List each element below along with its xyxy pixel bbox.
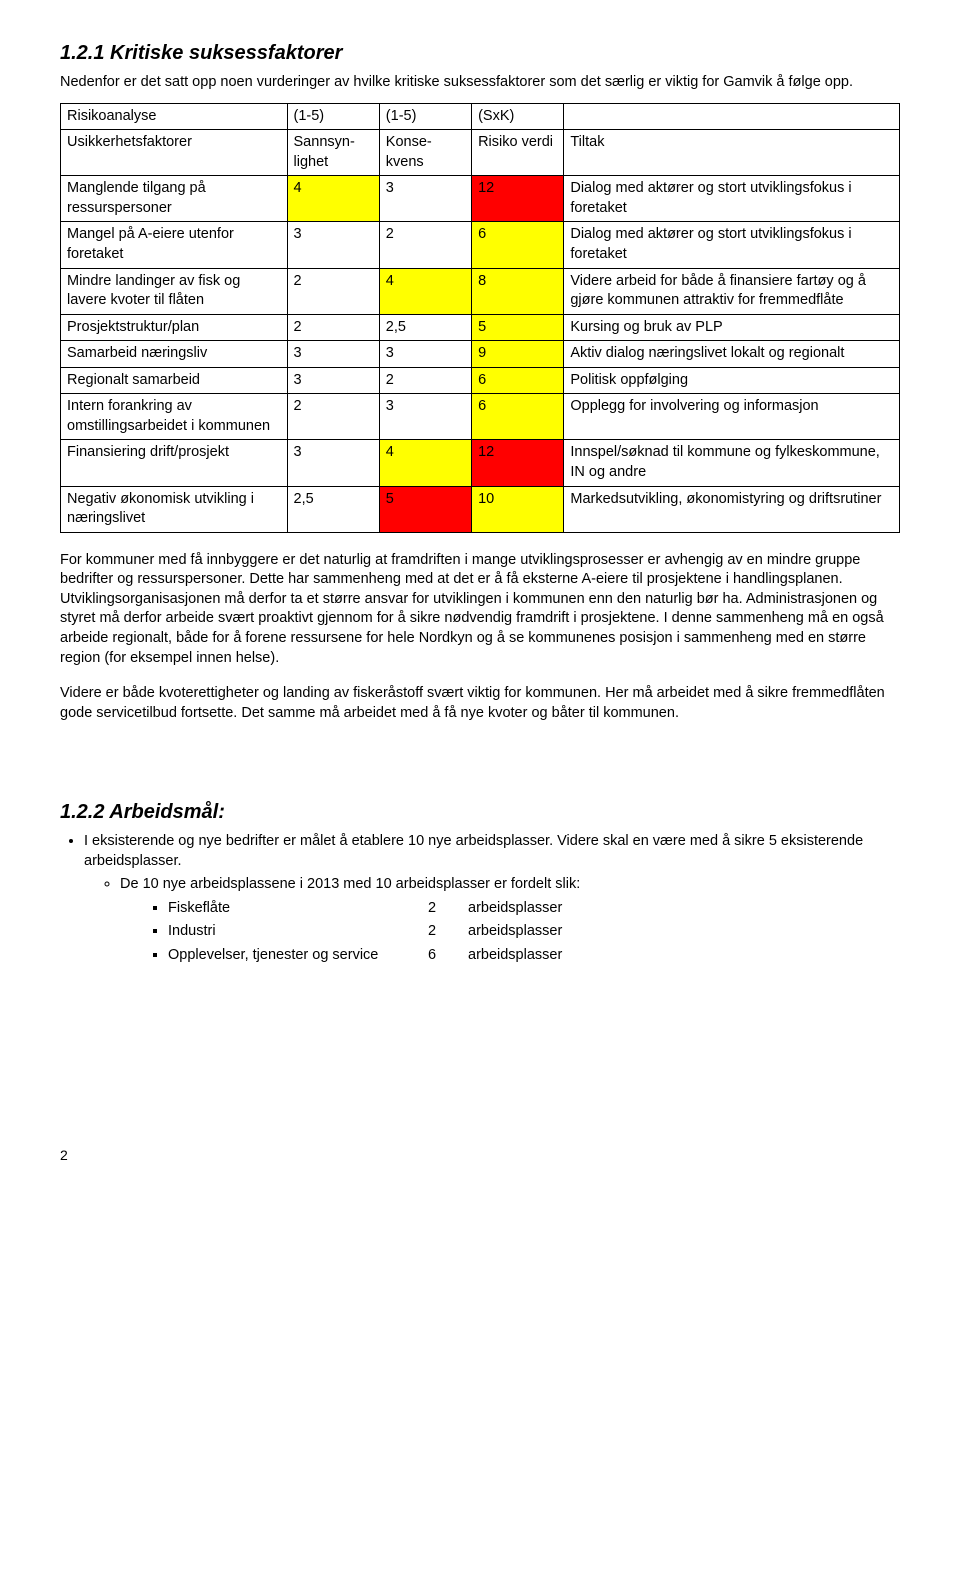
table-cell: 2	[379, 367, 471, 394]
table-cell: 2	[287, 394, 379, 440]
section-title-2: Arbeidsmål:	[109, 801, 225, 823]
th-c1: Risikoanalyse	[61, 103, 288, 130]
table-cell: 12	[472, 176, 564, 222]
job-count: 2	[428, 922, 468, 942]
table-cell: 2,5	[287, 486, 379, 532]
job-label: Fiskeflåte	[168, 899, 428, 919]
table-cell: 3	[287, 440, 379, 486]
table-cell: 3	[287, 367, 379, 394]
table-cell: Mangel på A-eiere utenfor foretaket	[61, 222, 288, 268]
goal-item: I eksisterende og nye bedrifter er målet…	[84, 832, 900, 965]
table-cell: 12	[472, 440, 564, 486]
job-unit: arbeidsplasser	[468, 946, 562, 966]
table-cell: Politisk oppfølging	[564, 367, 900, 394]
goal-sub-text: De 10 nye arbeidsplassene i 2013 med 10 …	[120, 876, 580, 892]
table-header-row-2: Usikkerhetsfaktorer Sannsyn-lighet Konse…	[61, 130, 900, 176]
job-unit: arbeidsplasser	[468, 922, 562, 942]
table-cell: Aktiv dialog næringslivet lokalt og regi…	[564, 341, 900, 368]
table-cell: Innspel/søknad til kommune og fylkeskomm…	[564, 440, 900, 486]
sh-c3: Konse-kvens	[379, 130, 471, 176]
table-cell: 4	[379, 268, 471, 314]
table-cell: 2	[287, 268, 379, 314]
th-c3: (1-5)	[379, 103, 471, 130]
body-paragraph-2: Videre er både kvoterettigheter og landi…	[60, 684, 900, 723]
body-paragraph-1: For kommuner med få innbyggere er det na…	[60, 551, 900, 668]
table-cell: 8	[472, 268, 564, 314]
table-cell: Kursing og bruk av PLP	[564, 314, 900, 341]
table-cell: Markedsutvikling, økonomistyring og drif…	[564, 486, 900, 532]
table-cell: Dialog med aktører og stort utviklingsfo…	[564, 222, 900, 268]
sh-c5: Tiltak	[564, 130, 900, 176]
table-cell: Regionalt samarbeid	[61, 367, 288, 394]
table-header-row-1: Risikoanalyse (1-5) (1-5) (SxK)	[61, 103, 900, 130]
goal-sub-item: De 10 nye arbeidsplassene i 2013 med 10 …	[120, 875, 900, 965]
jobs-list: Fiskeflåte2arbeidsplasserIndustri2arbeid…	[168, 899, 900, 966]
table-cell: 6	[472, 222, 564, 268]
table-cell: Opplegg for involvering og informasjon	[564, 394, 900, 440]
section-number: 1.2.1	[60, 42, 104, 64]
table-cell: Intern forankring av omstillingsarbeidet…	[61, 394, 288, 440]
table-cell: 10	[472, 486, 564, 532]
table-cell: 2	[379, 222, 471, 268]
table-cell: 2	[287, 314, 379, 341]
goals-list: I eksisterende og nye bedrifter er målet…	[84, 832, 900, 965]
table-cell: 3	[379, 341, 471, 368]
section-number-2: 1.2.2	[60, 801, 104, 823]
job-count: 2	[428, 899, 468, 919]
job-count: 6	[428, 946, 468, 966]
sh-c2: Sannsyn-lighet	[287, 130, 379, 176]
table-cell: Prosjektstruktur/plan	[61, 314, 288, 341]
table-cell: 6	[472, 394, 564, 440]
table-cell: 4	[287, 176, 379, 222]
intro-paragraph: Nedenfor er det satt opp noen vurderinge…	[60, 73, 900, 93]
th-c2: (1-5)	[287, 103, 379, 130]
table-cell: 5	[379, 486, 471, 532]
goal-text: I eksisterende og nye bedrifter er målet…	[84, 833, 863, 869]
table-cell: Negativ økonomisk utvikling i næringsliv…	[61, 486, 288, 532]
section-heading-1: 1.2.1 Kritiske suksessfaktorer	[60, 40, 900, 67]
table-cell: 3	[379, 394, 471, 440]
job-item: Industri2arbeidsplasser	[168, 922, 900, 942]
job-item: Opplevelser, tjenester og service6arbeid…	[168, 946, 900, 966]
goal-sub-list: De 10 nye arbeidsplassene i 2013 med 10 …	[120, 875, 900, 965]
table-cell: 9	[472, 341, 564, 368]
job-unit: arbeidsplasser	[468, 899, 562, 919]
table-cell: Videre arbeid for både å finansiere fart…	[564, 268, 900, 314]
table-row: Negativ økonomisk utvikling i næringsliv…	[61, 486, 900, 532]
table-row: Mangel på A-eiere utenfor foretaket326Di…	[61, 222, 900, 268]
job-label: Industri	[168, 922, 428, 942]
table-row: Intern forankring av omstillingsarbeidet…	[61, 394, 900, 440]
table-row: Prosjektstruktur/plan22,55Kursing og bru…	[61, 314, 900, 341]
sh-c4: Risiko verdi	[472, 130, 564, 176]
section-title: Kritiske suksessfaktorer	[110, 42, 342, 64]
table-cell: 3	[379, 176, 471, 222]
table-cell: 6	[472, 367, 564, 394]
table-cell: 2,5	[379, 314, 471, 341]
table-cell: Dialog med aktører og stort utviklingsfo…	[564, 176, 900, 222]
table-cell: 3	[287, 341, 379, 368]
th-c4: (SxK)	[472, 103, 564, 130]
table-cell: Samarbeid næringsliv	[61, 341, 288, 368]
table-row: Finansiering drift/prosjekt3412Innspel/s…	[61, 440, 900, 486]
table-cell: 5	[472, 314, 564, 341]
table-row: Regionalt samarbeid326Politisk oppfølgin…	[61, 367, 900, 394]
job-item: Fiskeflåte2arbeidsplasser	[168, 899, 900, 919]
table-cell: Mindre landinger av fisk og lavere kvote…	[61, 268, 288, 314]
table-row: Mindre landinger av fisk og lavere kvote…	[61, 268, 900, 314]
table-cell: 4	[379, 440, 471, 486]
table-cell: 3	[287, 222, 379, 268]
table-row: Samarbeid næringsliv339Aktiv dialog næri…	[61, 341, 900, 368]
risk-table: Risikoanalyse (1-5) (1-5) (SxK) Usikkerh…	[60, 103, 900, 533]
job-label: Opplevelser, tjenester og service	[168, 946, 428, 966]
sh-c1: Usikkerhetsfaktorer	[61, 130, 288, 176]
th-c5	[564, 103, 900, 130]
section-heading-2: 1.2.2 Arbeidsmål:	[60, 799, 900, 826]
table-cell: Finansiering drift/prosjekt	[61, 440, 288, 486]
table-row: Manglende tilgang på ressurspersoner4312…	[61, 176, 900, 222]
page-number: 2	[60, 1146, 900, 1165]
table-cell: Manglende tilgang på ressurspersoner	[61, 176, 288, 222]
